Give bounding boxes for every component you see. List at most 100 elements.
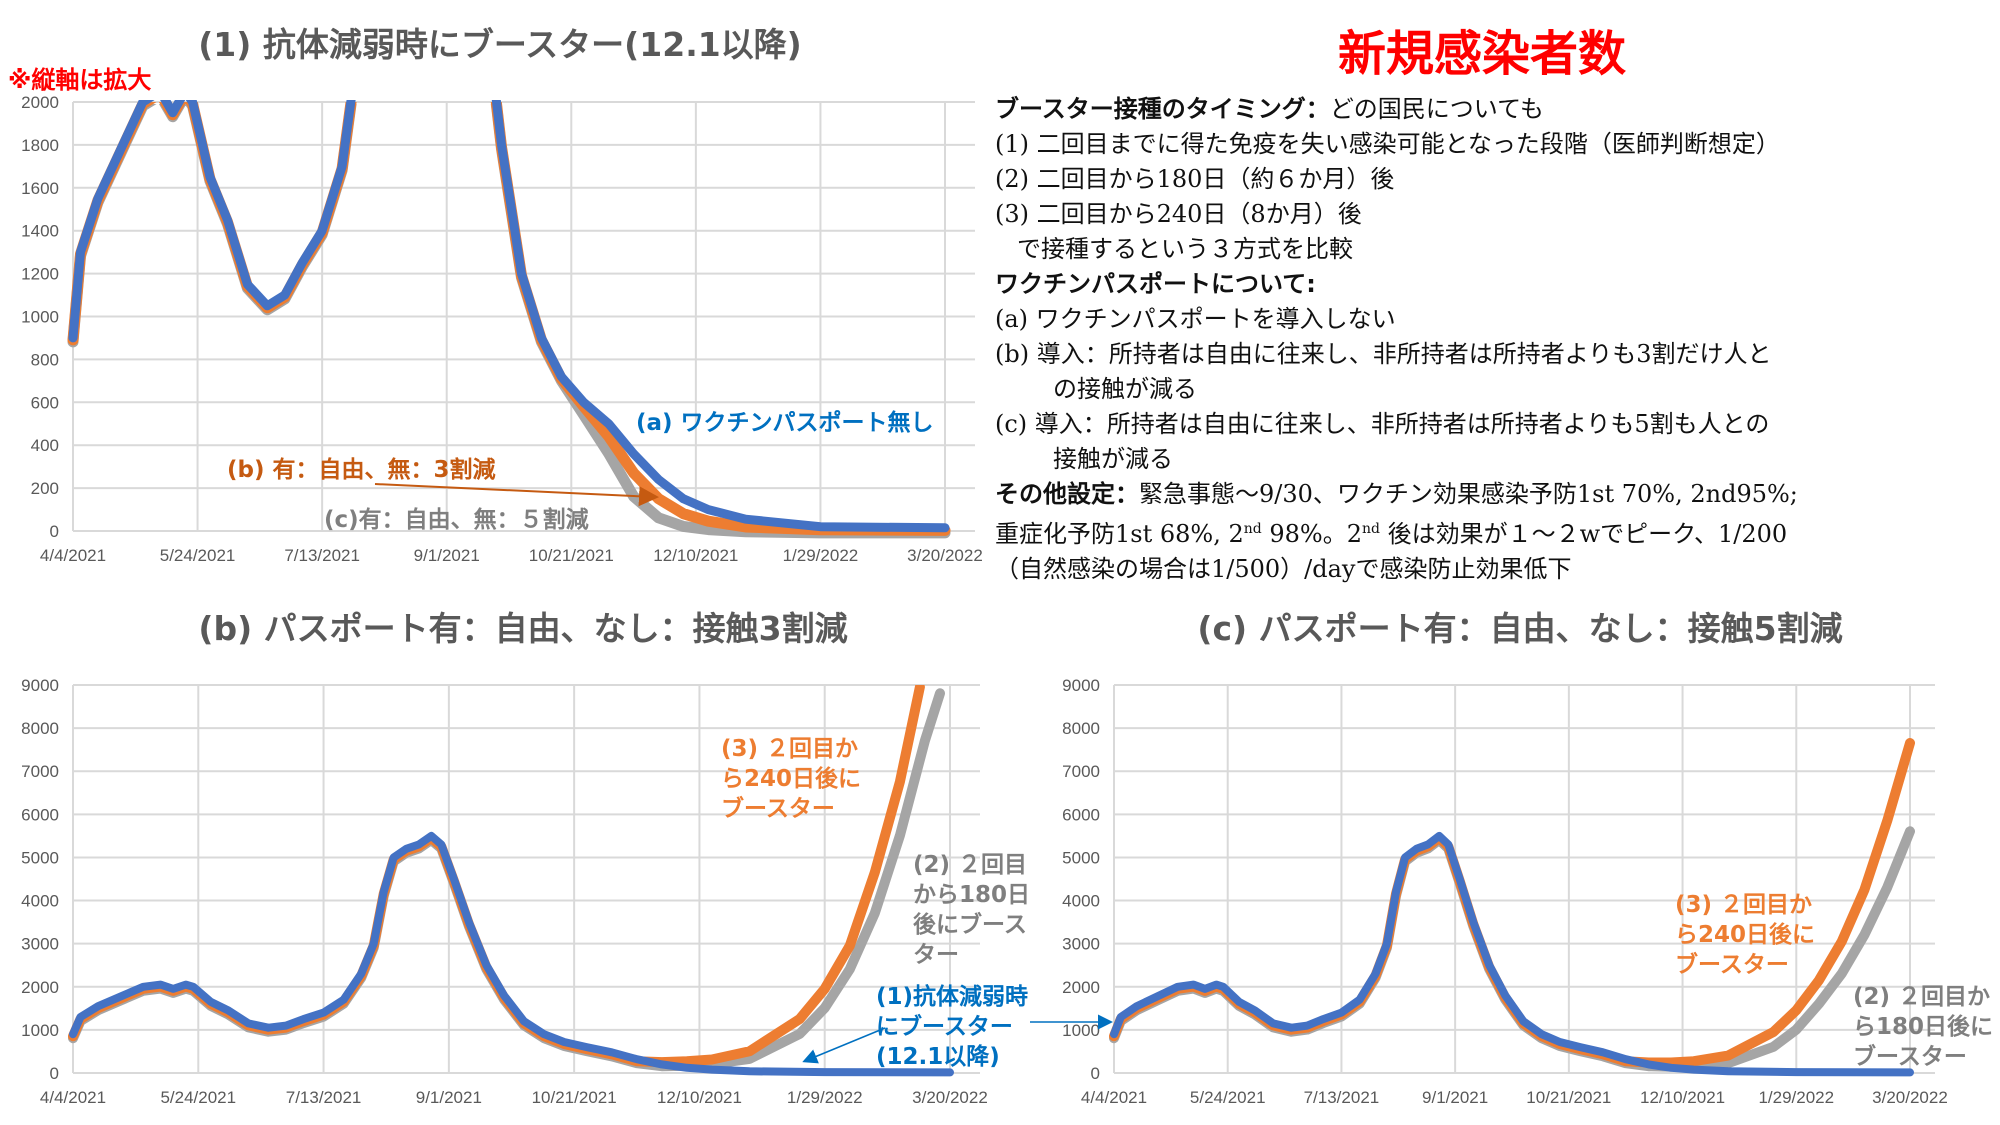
- annotation-line: ら180日後に: [1853, 1013, 1993, 1040]
- annotation-line: ター: [913, 942, 959, 968]
- superscript: nd: [1243, 521, 1262, 537]
- other-text-2c: 後は効果が１～２wでピーク、1/200: [1379, 520, 1788, 548]
- annotation-b1: (1)抗体減弱時 にブースター (12.1以降): [876, 983, 1028, 1070]
- y-tick-label: 3000: [1062, 935, 1100, 954]
- timing-summary: で接種するという３方式を比較: [1017, 235, 1353, 263]
- other-settings-line-3: （自然感染の場合は1/500）/dayで感染防止効果低下: [995, 555, 1572, 583]
- annotation-line: ら240日後に: [1675, 921, 1815, 948]
- chart-passport-c: (c) パスポート有：自由、なし：接触5割減 0 1000 2000 3000 4000…: [1062, 609, 1948, 1107]
- y-tick-label: 2000: [1062, 978, 1100, 997]
- timing-option-2: (2) 二回目から180日（約６か月）後: [995, 165, 1395, 193]
- passport-option-b: (b) 導入：所持者は自由に往来し、非所持者は所持者よりも3割だけ人と: [995, 340, 1772, 368]
- y-tick-label: 1400: [21, 222, 59, 241]
- timing-text: どの国民についても: [1329, 95, 1544, 123]
- x-tick-label: 7/13/2021: [286, 1088, 362, 1107]
- annotation-line: (2) ２回目: [913, 852, 1027, 878]
- timing-line: ブースター接種のタイミング：どの国民についても: [995, 92, 1995, 127]
- x-tick-label: 3/20/2022: [1872, 1088, 1948, 1107]
- x-tick-label: 1/29/2022: [787, 1088, 863, 1107]
- x-tick-label: 9/1/2021: [414, 546, 480, 565]
- y-tick-label: 800: [31, 350, 59, 369]
- other-text-2b: 98%。2: [1261, 520, 1362, 548]
- annotation-c: (c)有：自由、無：５割減: [324, 506, 589, 533]
- y-axis-zoom-note: ※縦軸は拡大: [8, 66, 152, 94]
- series-line-gray: [1109, 826, 1915, 1072]
- y-tick-label: 2000: [21, 93, 59, 112]
- x-tick-label: 7/13/2021: [284, 546, 360, 565]
- x-tick-label: 12/10/2021: [657, 1088, 742, 1107]
- annotation-b1-arrow: [802, 1027, 886, 1064]
- x-tick-label: 3/20/2022: [912, 1088, 988, 1107]
- y-tick-label: 1800: [21, 136, 59, 155]
- x-tick-label: 4/4/2021: [1081, 1088, 1147, 1107]
- annotation-b-arrow: [374, 483, 659, 507]
- annotation-line: (1)抗体減弱時: [876, 983, 1028, 1010]
- y-tick-label: 0: [1091, 1064, 1100, 1083]
- annotation-line: (2) ２回目か: [1853, 984, 1990, 1010]
- passport-option-c: (c) 導入：所持者は自由に往来し、非所持者は所持者よりも5割も人との: [995, 410, 1770, 438]
- passport-label: ワクチンパスポートについて:: [995, 270, 1316, 298]
- y-tick-label: 200: [31, 479, 59, 498]
- x-tick-label: 10/21/2021: [532, 1088, 617, 1107]
- annotation-line: から180日: [913, 882, 1030, 908]
- x-tick-label: 7/13/2021: [1304, 1088, 1380, 1107]
- x-tick-label: 9/1/2021: [416, 1088, 482, 1107]
- x-tick-label: 3/20/2022: [907, 546, 983, 565]
- other-settings-line-2: 重症化予防1st 68%, 2nd 98%。2nd 後は効果が１～２wでピーク、…: [995, 512, 1995, 552]
- annotation-c3: (3) ２回目か ら240日後に ブースター: [1675, 892, 1815, 978]
- timing-label: ブースター接種のタイミング：: [995, 95, 1330, 123]
- other-text-1: 緊急事態～9/30、ワクチン効果感染予防1st 70%, 2nd95%;: [1139, 480, 1798, 508]
- x-tick-label: 1/29/2022: [1758, 1088, 1834, 1107]
- y-tick-label: 1600: [21, 179, 59, 198]
- annotation-line: ブースター: [1675, 951, 1789, 978]
- y-tick-label: 7000: [1062, 762, 1100, 781]
- annotation-a: (a) ワクチンパスポート無し: [636, 409, 934, 436]
- x-tick-label: 10/21/2021: [1526, 1088, 1611, 1107]
- chart-passport-b: (b) パスポート有：自由、なし：接触3割減 0 1000 2000 3000 4000…: [21, 609, 988, 1107]
- chart-title: (b) パスポート有：自由、なし：接触3割減: [198, 609, 847, 648]
- y-tick-label: 1200: [21, 265, 59, 284]
- annotation-line: (12.1以降): [876, 1044, 1000, 1070]
- other-label: その他設定：: [995, 480, 1139, 508]
- passport-option-c-cont: 接触が減る: [1053, 445, 1173, 473]
- x-tick-label: 12/10/2021: [653, 546, 738, 565]
- y-tick-label: 400: [31, 436, 59, 455]
- settings-notes: ブースター接種のタイミング：どの国民についても (1) 二回目までに得た免疫を失…: [995, 92, 1995, 587]
- annotation-b3: (3) ２回目か ら240日後に ブースター: [721, 736, 861, 822]
- series-line-blue: [68, 100, 950, 533]
- chart-title: (1) 抗体減弱時にブースター(12.1以降): [198, 25, 802, 64]
- y-tick-label: 5000: [21, 848, 59, 867]
- x-tick-label: 5/24/2021: [160, 546, 236, 565]
- y-tick-label: 3000: [21, 935, 59, 954]
- y-tick-label: 6000: [1062, 805, 1100, 824]
- y-tick-label: 5000: [1062, 848, 1100, 867]
- y-tick-label: 600: [31, 393, 59, 412]
- y-tick-label: 7000: [21, 762, 59, 781]
- x-tick-label: 10/21/2021: [529, 546, 614, 565]
- x-tick-label: 5/24/2021: [160, 1088, 236, 1107]
- x-tick-label: 4/4/2021: [40, 1088, 106, 1107]
- annotation-line: ら240日後に: [721, 765, 861, 792]
- y-tick-label: 1000: [21, 308, 59, 327]
- series-line-gray: [67, 104, 951, 539]
- y-tick-label: 4000: [1062, 892, 1100, 911]
- y-tick-label: 4000: [21, 892, 59, 911]
- series-line-orange: [67, 102, 951, 536]
- y-tick-label: 8000: [1062, 719, 1100, 738]
- main-title: 新規感染者数: [1338, 26, 1627, 82]
- annotation-line: にブースター: [876, 1013, 1013, 1040]
- annotation-c2: (2) ２回目か ら180日後に ブースター: [1853, 984, 1993, 1070]
- annotation-line: ブースター: [721, 795, 835, 822]
- other-text-2a: 重症化予防1st 68%, 2: [995, 520, 1244, 548]
- x-tick-label: 12/10/2021: [1640, 1088, 1725, 1107]
- annotation-b: (b) 有：自由、無：3割減: [227, 456, 496, 483]
- chart-title: (c) パスポート有：自由、なし：接触5割減: [1197, 609, 1842, 648]
- series-line-blue: [69, 831, 954, 1077]
- x-tick-label: 9/1/2021: [1422, 1088, 1488, 1107]
- y-tick-label: 1000: [1062, 1021, 1100, 1040]
- superscript: nd: [1361, 521, 1380, 537]
- timing-option-1: (1) 二回目までに得た免疫を失い感染可能となった段階（医師判断想定）: [995, 130, 1780, 158]
- passport-option-b-cont: の接触が減る: [1053, 375, 1197, 403]
- y-tick-label: 9000: [1062, 676, 1100, 695]
